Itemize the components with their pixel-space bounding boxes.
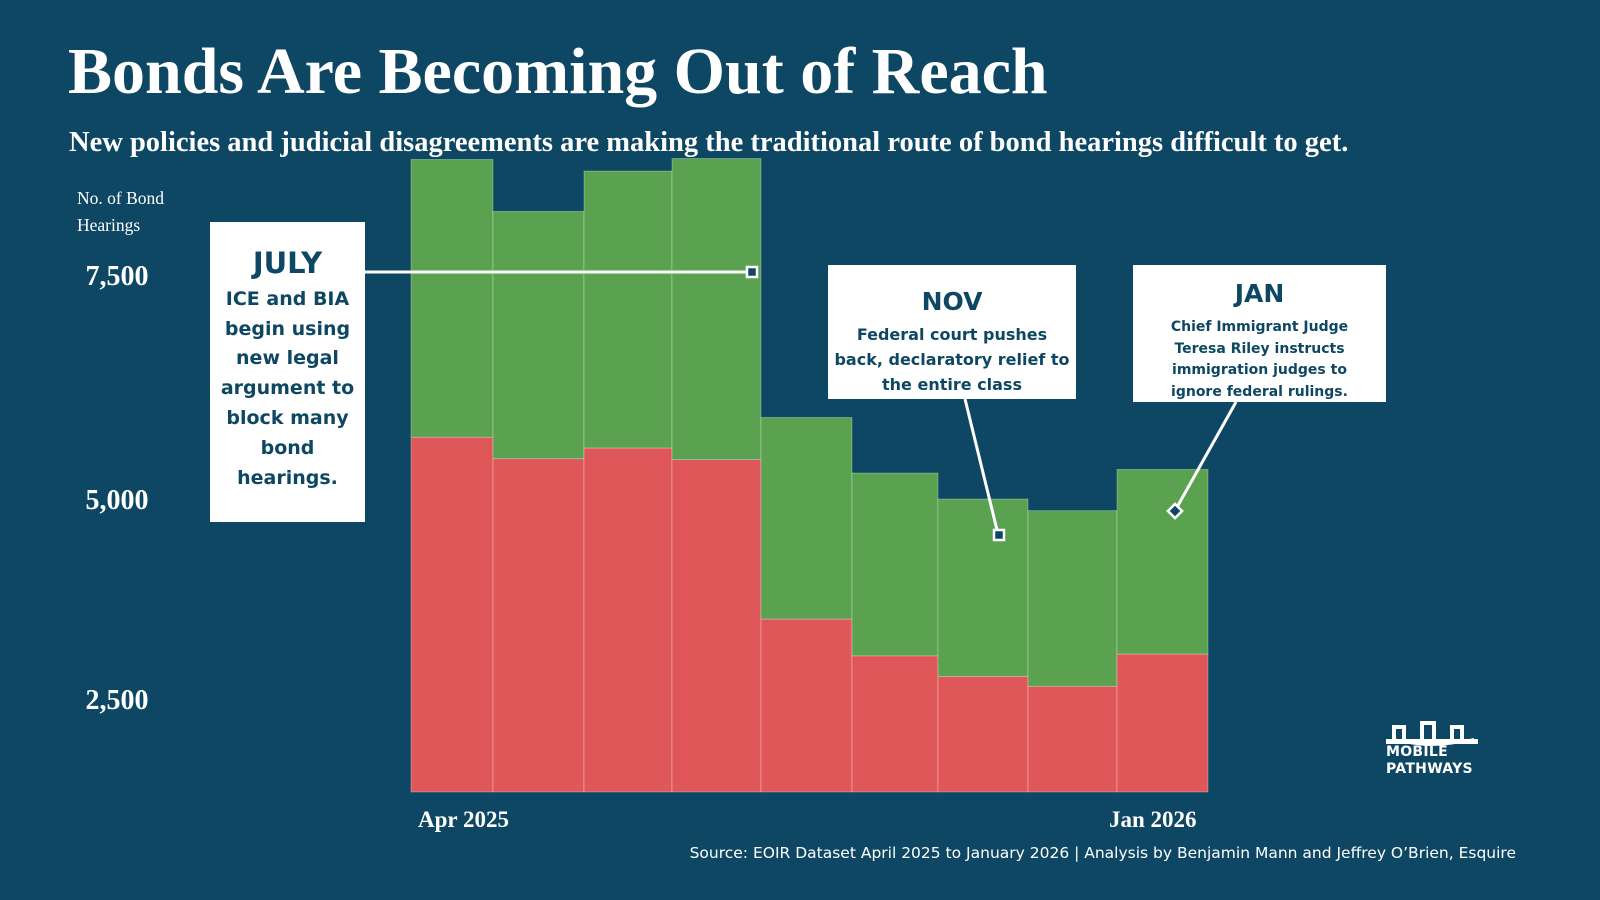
bar-red-oct-2025 (937, 676, 1029, 793)
y-axis-label: No. of Bond Hearings (77, 188, 165, 236)
bar-green-aug-2025 (760, 417, 853, 620)
x-tick-label-apr-2025: Apr 2025 (418, 807, 509, 832)
callout-nov-text: Federal court pushes back, declaratory r… (834, 325, 1070, 394)
callout-nov-heading: NOV (921, 287, 983, 316)
mobile-pathways-bridge-logo-icon (1386, 721, 1478, 746)
bar-red-nov-2025 (1027, 685, 1118, 793)
logo-line-1: MOBILE (1386, 744, 1448, 760)
x-tick-label-jan-2026: Jan 2026 (1109, 807, 1197, 832)
bar-red-jul-2025 (671, 459, 762, 793)
callout-nov-connector (963, 398, 1000, 535)
callout-nov: NOV Federal court pushes back, declarato… (828, 265, 1076, 399)
callout-jan-marker (1166, 502, 1184, 520)
chart-title: Bonds Are Becoming Out of Reach (68, 35, 1048, 108)
y-tick-label-5000: 5,000 (85, 485, 149, 516)
callout-nov-marker (992, 528, 1006, 542)
bar-green-jul-2025 (671, 158, 762, 460)
callout-july-marker (745, 265, 759, 279)
bar-green-may-2025 (492, 210, 585, 460)
bar-red-may-2025 (492, 458, 585, 793)
bar-red-apr-2025 (410, 436, 494, 793)
mobile-pathways-logo-text: MOBILE PATHWAYS (1386, 744, 1473, 778)
chart-subtitle: New policies and judicial disagreements … (69, 127, 1349, 158)
bar-green-apr-2025 (410, 159, 494, 438)
callout-july: JULY ICE and BIA begin using new legal a… (210, 222, 365, 522)
bar-green-jun-2025 (583, 170, 673, 449)
logo-line-2: PATHWAYS (1386, 760, 1473, 777)
callout-jan-text: Chief Immigrant Judge Teresa Riley instr… (1170, 319, 1349, 401)
callout-jan-heading: JAN (1234, 279, 1285, 308)
y-tick-label-7500: 7,500 (85, 261, 149, 292)
bar-red-jun-2025 (583, 447, 673, 793)
callout-july-heading: JULY (252, 246, 323, 280)
bar-red-aug-2025 (760, 618, 853, 793)
bar-green-oct-2025 (937, 498, 1029, 677)
bar-red-jan-2026 (1116, 653, 1209, 793)
bar-red-sep-2025 (851, 655, 939, 793)
callout-jan-connector (1174, 401, 1238, 510)
callout-jan: JAN Chief Immigrant Judge Teresa Riley i… (1133, 265, 1386, 402)
callout-july-text: ICE and BIA begin using new legal argume… (220, 287, 355, 489)
source-note: Source: EOIR Dataset April 2025 to Janua… (689, 844, 1516, 862)
y-tick-label-2500: 2,500 (85, 685, 149, 716)
bar-green-sep-2025 (851, 472, 939, 657)
bar-green-nov-2025 (1027, 510, 1118, 687)
bar-green-jan-2026 (1116, 469, 1209, 655)
